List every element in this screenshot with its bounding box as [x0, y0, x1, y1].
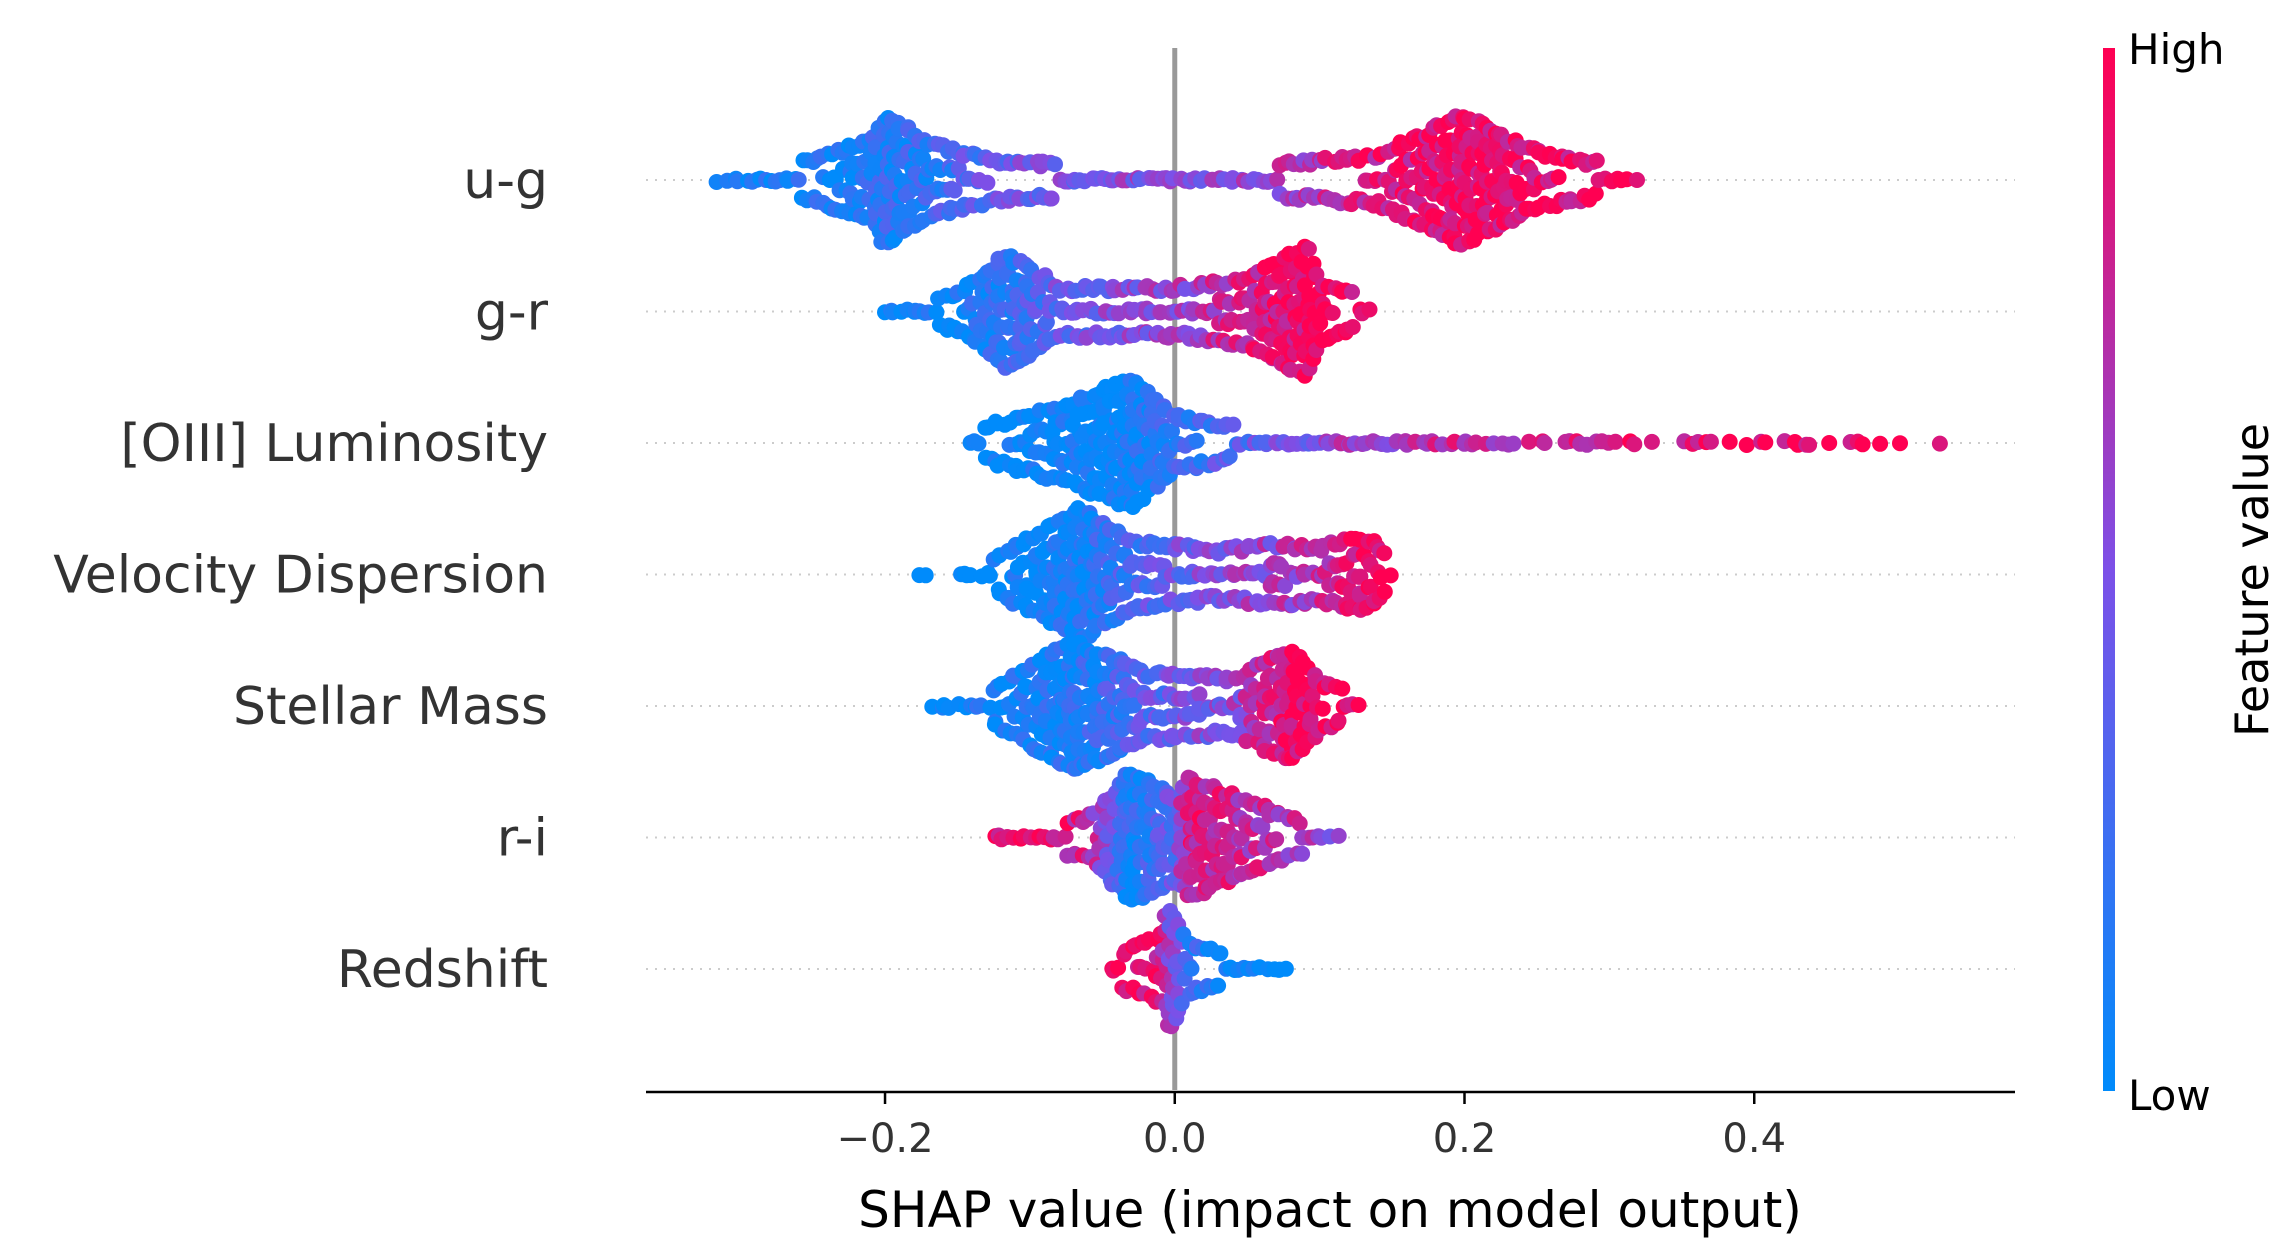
shap-point [1110, 959, 1127, 976]
shap-point [1757, 434, 1774, 451]
shap-point [1801, 436, 1818, 453]
shap-point [1330, 827, 1347, 844]
feature-points [962, 372, 1948, 515]
shap-point [1738, 437, 1755, 453]
shap-point [1312, 315, 1329, 332]
shap-point [1607, 433, 1624, 450]
shap-point [1587, 185, 1604, 202]
feature-label: [OIII] Luminosity [120, 414, 548, 474]
shap-point [1626, 436, 1643, 453]
colorbar-title: Feature value [2225, 423, 2279, 737]
shap-point [1931, 435, 1948, 452]
shap-point [1588, 152, 1605, 169]
shap-point [928, 304, 945, 321]
shap-point [1344, 284, 1360, 300]
shap-point [1821, 435, 1838, 451]
shap-point [1382, 567, 1399, 584]
shap-point [1233, 830, 1250, 847]
shap-point [981, 567, 998, 584]
shap-point [1702, 433, 1719, 450]
shap-point [1277, 578, 1294, 594]
shap-point [1324, 305, 1341, 321]
feature-label: Velocity Dispersion [53, 546, 548, 606]
shap-point [1047, 156, 1063, 173]
shap-point [1854, 436, 1871, 453]
feature-points [911, 500, 1399, 647]
shap-point [790, 171, 807, 188]
shap-point [1221, 448, 1238, 465]
feature-points [987, 766, 1347, 908]
shap-point [1314, 700, 1331, 717]
shap-point [1550, 169, 1567, 186]
shap-point [1183, 960, 1200, 977]
feature-label: g-r [475, 283, 549, 343]
x-tick-label: −0.2 [836, 1116, 933, 1162]
shap-point [1188, 432, 1205, 449]
shap-point [1225, 416, 1242, 433]
colorbar-high-label: High [2128, 25, 2225, 74]
feature-label: r-i [497, 809, 548, 869]
feature-label: Stellar Mass [233, 677, 548, 737]
shap-point [1291, 815, 1308, 832]
shap-point [1269, 171, 1286, 188]
shap-point [1334, 680, 1351, 697]
shap-point [1721, 433, 1738, 450]
shap-point [1191, 686, 1208, 703]
feature-points [877, 238, 1378, 384]
shap-point [1294, 845, 1311, 862]
shap-point [1300, 240, 1317, 257]
x-tick-label: 0.4 [1722, 1116, 1786, 1162]
feature-label: Redshift [337, 940, 548, 1000]
shap-point [1268, 831, 1285, 848]
x-axis-title: SHAP value (impact on model output) [858, 1181, 1802, 1239]
shap-point [1376, 545, 1393, 562]
x-tick-label: 0.0 [1143, 1116, 1207, 1162]
shap-point [1210, 977, 1227, 994]
shap-point [1643, 433, 1660, 450]
shap-point [1043, 190, 1060, 207]
shap-point [1344, 319, 1361, 335]
shap-point [1350, 697, 1367, 713]
shap-point [1057, 828, 1074, 845]
shap-point [1164, 423, 1180, 440]
shap-point [1872, 435, 1889, 452]
shap-point [970, 435, 987, 452]
shap-point [1505, 435, 1522, 452]
feature-label: u-g [463, 151, 548, 211]
feature-points [1104, 903, 1294, 1035]
colorbar [2103, 48, 2115, 1091]
shap-point [1362, 578, 1379, 595]
x-axis-ticks: −0.2 0.0 0.2 0.4 [836, 1092, 1786, 1162]
shap-point [946, 182, 963, 199]
feature-points [708, 108, 1645, 253]
shap-point [979, 174, 996, 191]
shap-point [1521, 433, 1538, 450]
shap-point [1536, 435, 1553, 451]
shap-point [1212, 945, 1229, 962]
shap-point [1629, 172, 1645, 188]
shap-point [1376, 583, 1393, 600]
shap-point [917, 567, 934, 584]
shap-point [1892, 435, 1908, 452]
feature-points [924, 634, 1367, 777]
shap-point [1254, 819, 1271, 835]
shap-point [1277, 960, 1294, 977]
colorbar-low-label: Low [2128, 1071, 2211, 1120]
shap-point [1302, 711, 1319, 728]
feature-labels: u-g g-r [OIII] Luminosity Velocity Dispersi… [53, 151, 548, 1000]
shap-point [1361, 301, 1378, 318]
x-tick-label: 0.2 [1433, 1116, 1497, 1162]
shap-point [1330, 712, 1347, 729]
beeswarm-points [708, 108, 1948, 1035]
